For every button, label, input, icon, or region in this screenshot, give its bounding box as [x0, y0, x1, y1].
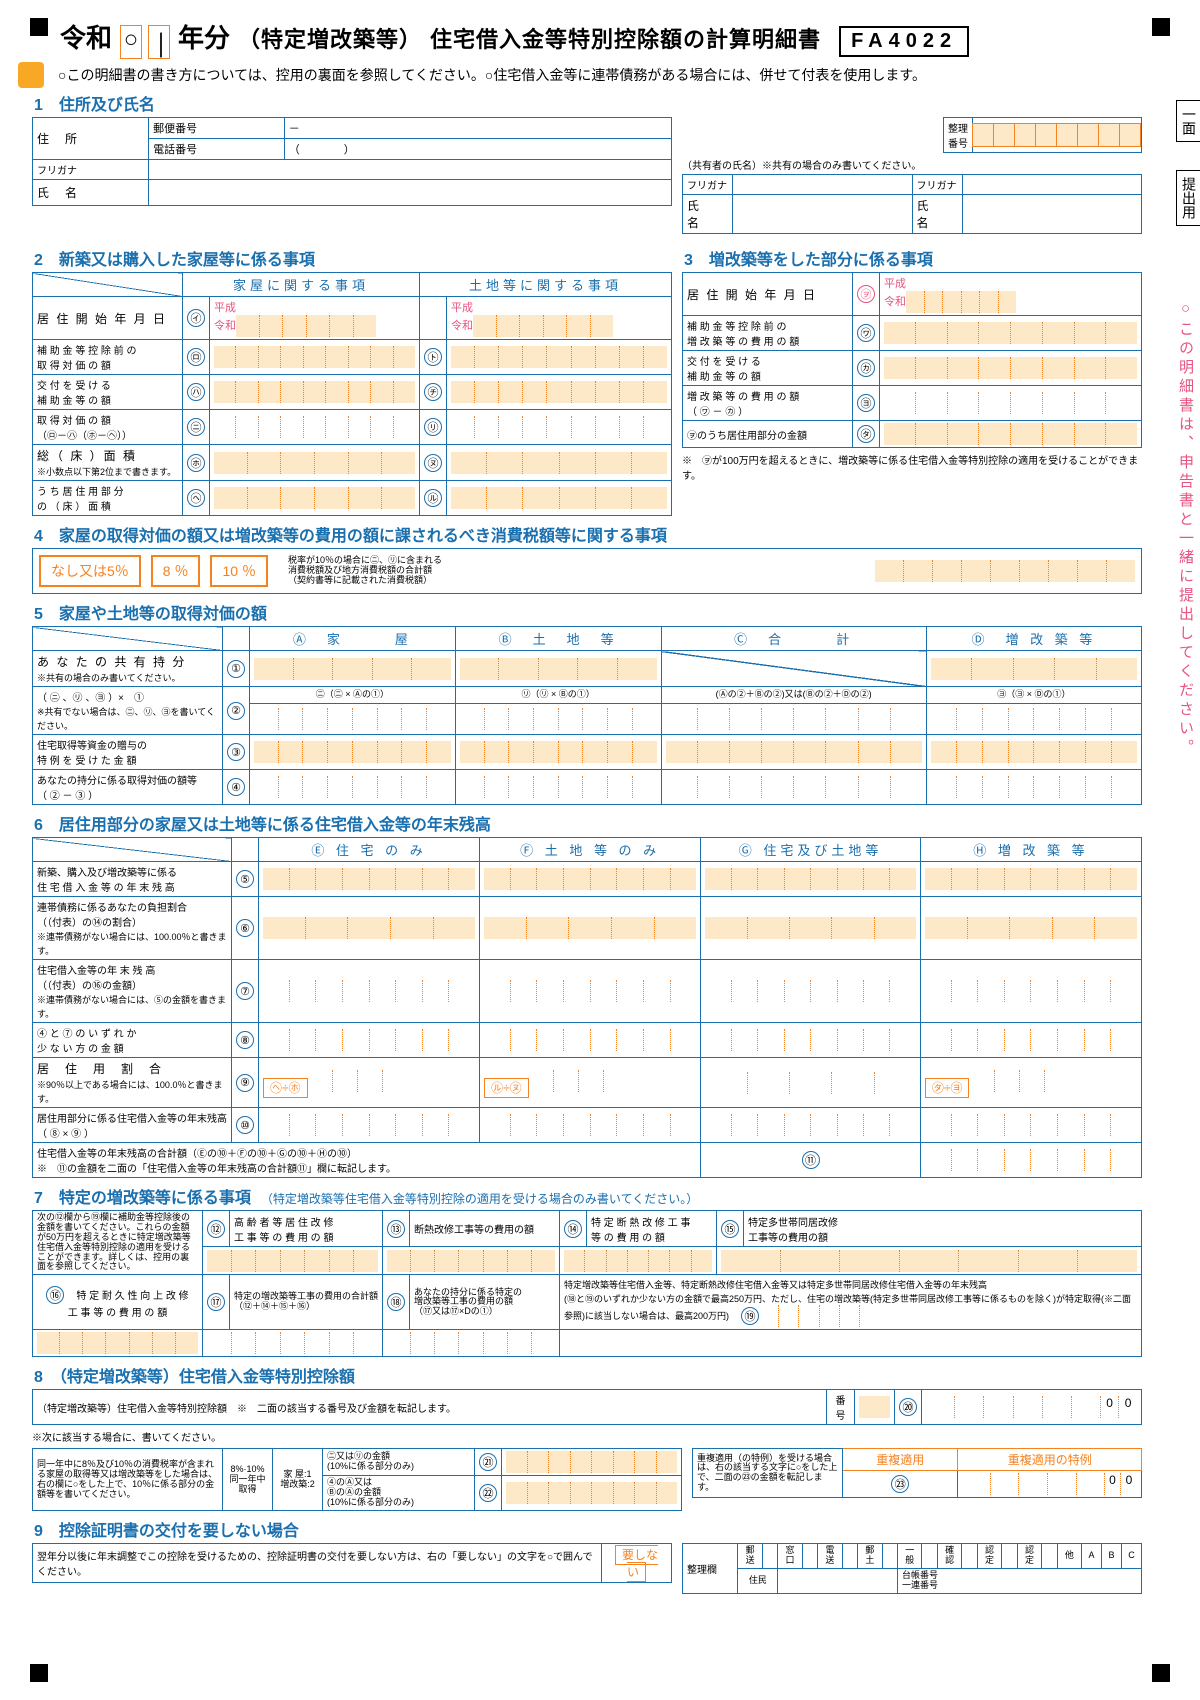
side-tab-1: 一面 — [1176, 100, 1200, 142]
dup-opt-1[interactable]: 重複適用 — [843, 1449, 958, 1471]
sec2-table: 家屋に関する事項土地等に関する事項 居 住 開 始 年 月 日㋑平成 令和平成 … — [32, 272, 672, 516]
corner-marker — [30, 1664, 48, 1682]
sec9-title: 9 控除証明書の交付を要しない場合 — [34, 1517, 1142, 1541]
sec9-right: 整理欄 郵送 窓口 電送 郵土 一般 確認 認定 認定 他 A B C 住民台帳… — [682, 1543, 1142, 1594]
sec4-note: 税率が10％の場合に㋥、㋷に含まれる 消費税額及び地方消費税額の合計額 （契約書… — [288, 556, 442, 586]
sec5-table: Ⓐ 家 屋Ⓑ 土 地 等Ⓒ 合 計Ⓓ 増 改 築 等 あ な た の 共 有 持… — [32, 626, 1142, 805]
form-page: 一面 提出用 ○この明細書は、申告書と一緒に提出してください。 令和 ○｜ 年分… — [0, 0, 1200, 1700]
seiri-table: 整理 番号 — [943, 117, 1142, 153]
sec6-title: 6 居住用部分の家屋又は土地等に係る住宅借入金等の年末残高 — [34, 811, 1142, 835]
comment-icon[interactable] — [18, 62, 44, 88]
corner-marker — [1152, 18, 1170, 36]
intro-text: ○この明細書の書き方については、控用の裏面を参照してください。○住宅借入金等に連… — [58, 65, 1170, 85]
era-label: 令和 — [60, 18, 112, 55]
sec8-title: 8 （特定増改築等）住宅借入金等特別控除額 — [34, 1363, 1142, 1387]
sec4-title: 4 家屋の取得対価の額又は増改築等の費用の額に課されるべき消費税額等に関する事項 — [34, 522, 1142, 546]
sec8-table: （特定増改築等）住宅借入金等特別控除額 ※ 二面の該当する番号及び金額を転記しま… — [32, 1389, 1142, 1425]
sec8-right: 重複適用（の特例）を受ける場合は、右の該当する文字に○をした上で、二面の㉓の金額… — [692, 1448, 1142, 1498]
seiri-cells[interactable] — [973, 123, 1141, 147]
sec6-table: Ⓔ 住 宅 の みⒻ 土 地 等 の みⒼ 住宅及び土地等Ⓗ 増 改 築 等 新… — [32, 837, 1142, 1178]
tax-opt-2[interactable]: 8 ％ — [151, 555, 201, 587]
sec1-left-table: 住 所 郵便番号 － 電話番号（ ） フリガナ 氏 名 — [32, 117, 672, 206]
side-tab-2: 提出用 — [1176, 170, 1200, 226]
year-box: ○｜ — [120, 25, 170, 59]
title-main: 住宅借入金等特別控除額の計算明細書 — [430, 22, 821, 54]
sec8-subnote: ※次に該当する場合に、書いてください。 — [32, 1429, 1142, 1444]
tax-opt-3[interactable]: 10 ％ — [210, 555, 267, 587]
sec3-note: ※ ㋾が100万円を超えるときに、増改築等に係る住宅借入金等特別控除の適用を受け… — [682, 452, 1142, 482]
tax-opt-1[interactable]: なし又は5％ — [39, 555, 141, 587]
title-paren: （特定増改築等） — [238, 22, 422, 54]
corner-marker — [1152, 1664, 1170, 1682]
sec7-title: 7 特定の増改築等に係る事項 （特定増改築等住宅借入金等特別控除の適用を受ける場… — [34, 1184, 1142, 1208]
side-note-pink: ○この明細書は、申告書と一緒に提出してください。 — [1175, 300, 1196, 758]
sec7-table: 次の⑫欄から⑲欄に補助金等控除後の金額を書いてください。これらの金額が50万円を… — [32, 1210, 1142, 1357]
year-suffix: 年分 — [178, 18, 230, 55]
co-owner-note: （共有者の氏名）※共有の場合のみ書いてください。 — [682, 157, 1142, 172]
co-owner-table: フリガナフリガナ 氏 名氏 名 — [682, 174, 1142, 234]
sec2-title: 2 新築又は購入した家屋等に係る事項 — [34, 246, 672, 270]
dup-opt-2[interactable]: 重複適用の特例 — [958, 1449, 1142, 1471]
sec1-title: 1 住所及び氏名 — [34, 91, 1142, 115]
sec3-table: 居 住 開 始 年 月 日㋾平成 令和 補 助 金 等 控 除 前 の 増 改 … — [682, 272, 1142, 448]
title-row: 令和 ○｜ 年分 （特定増改築等） 住宅借入金等特別控除額の計算明細書 FA40… — [60, 18, 1170, 59]
form-code: FA4022 — [839, 26, 969, 57]
sec9-left: 翌年分以後に年末調整でこの控除を受けるための、控除証明書の交付を要しない方は、右… — [32, 1543, 672, 1583]
sec5-title: 5 家屋や土地等の取得対価の額 — [34, 600, 1142, 624]
sec8-left: 同一年中に8％及び10％の消費税率が含まれる家屋の取得等又は増改築等をした場合は… — [32, 1448, 682, 1511]
sec3-title: 3 増改築等をした部分に係る事項 — [684, 246, 1142, 270]
not-required-btn[interactable]: 要しない — [615, 1545, 658, 1582]
corner-marker — [30, 18, 48, 36]
